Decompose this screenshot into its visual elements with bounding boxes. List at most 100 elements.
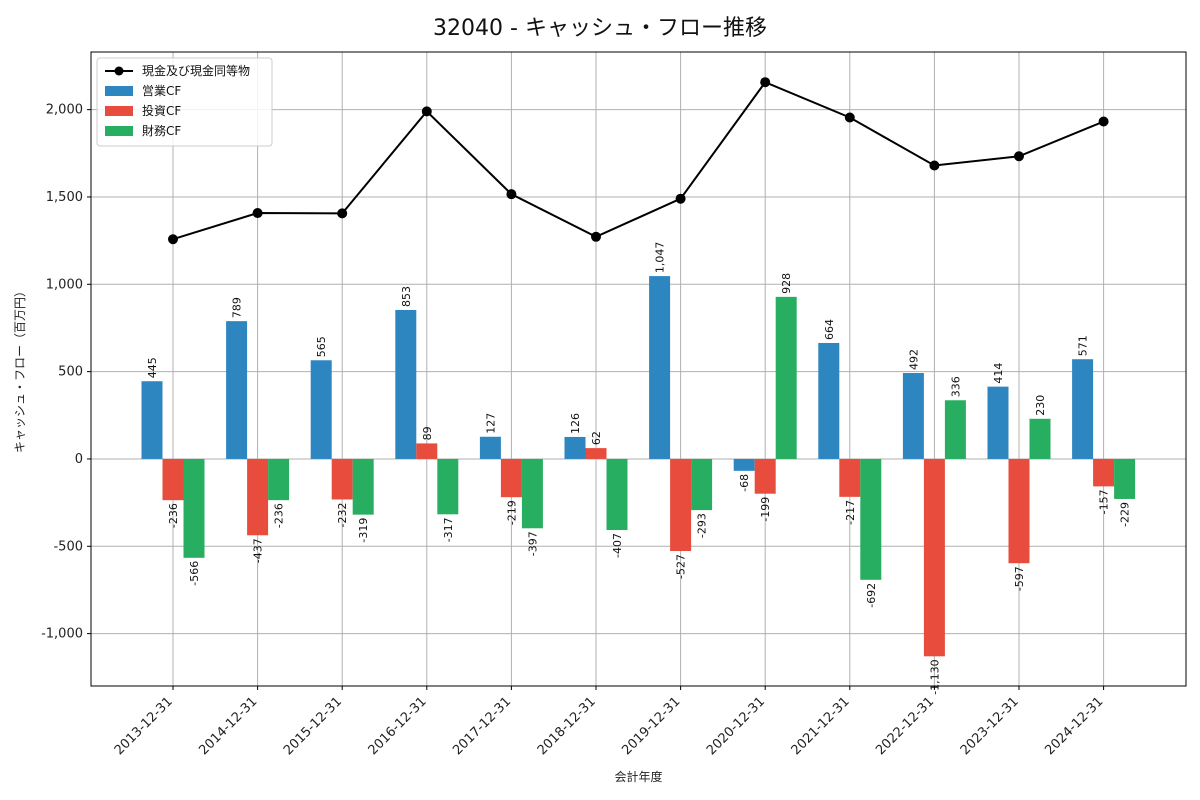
x-tick-label: 2017-12-31: [450, 694, 514, 758]
bar-value-label: 565: [315, 336, 328, 357]
x-tick-label: 2018-12-31: [535, 694, 599, 758]
bar-value-label: -199: [759, 497, 772, 522]
cash-point: [591, 231, 601, 242]
cash-point: [337, 208, 348, 219]
cash-point: [506, 189, 517, 200]
bar-value-label: -597: [1013, 566, 1026, 591]
bar-value-label: -317: [442, 517, 455, 542]
bar-value-label: -566: [188, 561, 201, 586]
bar-value-label: 336: [949, 376, 962, 397]
bar-investing: [331, 458, 353, 500]
y-axis: -1,000 -500 0 500 1,000 1,500 2,000: [41, 103, 91, 642]
bar-value-label: -437: [252, 538, 265, 563]
bar-value-label: 89: [421, 426, 434, 440]
bar-value-label: 789: [231, 297, 244, 318]
x-tick-label: 2013-12-31: [112, 694, 176, 758]
cash-point: [844, 112, 855, 123]
y-tick-label: -1,000: [41, 627, 83, 642]
data-labels-group: 445 789 565 853 127 126 1,047 -68 664 492 414 571 -2…: [146, 242, 1132, 695]
x-axis: 2013-12-31 2014-12-31 2015-12-31 2016-12-31…: [112, 686, 1106, 758]
bar-financing: [352, 458, 374, 515]
x-tick-label: 2022-12-31: [873, 694, 937, 758]
bar-value-label: 62: [590, 431, 603, 445]
bar-investing: [923, 458, 945, 657]
bar-investing: [1093, 458, 1115, 487]
bar-financing: [268, 458, 290, 501]
cash-point: [675, 193, 686, 204]
cash-point: [760, 77, 771, 88]
x-tick-label: 2014-12-31: [196, 694, 260, 758]
bar-investing: [670, 458, 692, 551]
bars-group: [141, 276, 1136, 657]
bar-financing: [1114, 458, 1136, 499]
bar-value-label: -229: [1119, 502, 1132, 527]
bar-value-label: -397: [526, 531, 539, 556]
bar-financing: [944, 400, 966, 459]
bar-operating: [649, 276, 671, 459]
bar-value-label: -232: [336, 502, 349, 527]
cash-point: [1014, 151, 1024, 162]
bar-value-label: 664: [823, 319, 836, 340]
legend-marker: [114, 66, 124, 76]
cash-point: [929, 160, 940, 171]
bar-investing: [1008, 458, 1030, 564]
bar-operating: [902, 373, 924, 459]
x-tick-label: 2021-12-31: [789, 694, 853, 758]
y-tick-label: 0: [75, 452, 83, 467]
bar-value-label: 414: [992, 363, 1005, 384]
plot-frame: [90, 51, 1187, 687]
bar-financing: [606, 458, 628, 531]
legend-swatch: [105, 86, 133, 96]
bar-investing: [247, 458, 269, 536]
bar-value-label: -527: [675, 554, 688, 579]
legend-label: 投資CF: [142, 103, 181, 118]
chart-title: 32040 - キャッシュ・フロー推移: [433, 16, 767, 41]
y-tick-label: -500: [53, 539, 83, 554]
bar-value-label: 928: [780, 273, 793, 294]
bar-value-label: -68: [738, 474, 751, 492]
bar-operating: [733, 458, 755, 471]
x-tick-label: 2019-12-31: [619, 694, 683, 758]
legend-swatch: [105, 106, 133, 116]
bar-operating: [479, 436, 501, 459]
legend-swatch: [105, 126, 133, 136]
legend-label: 財務CF: [142, 123, 181, 138]
bar-value-label: -236: [273, 503, 286, 528]
legend-box: [96, 57, 273, 147]
x-tick-label: 2023-12-31: [958, 694, 1022, 758]
bar-value-label: 445: [146, 357, 159, 378]
bar-value-label: 492: [907, 349, 920, 370]
bar-financing: [691, 458, 713, 511]
bar-value-label: -219: [505, 500, 518, 525]
x-tick-label: 2024-12-31: [1042, 694, 1106, 758]
bar-value-label: -217: [844, 500, 857, 525]
bar-value-label: 230: [1034, 395, 1047, 416]
x-tick-label: 2020-12-31: [704, 694, 768, 758]
bar-investing: [416, 443, 438, 459]
y-tick-label: 2,000: [46, 103, 83, 118]
bar-value-label: 1,047: [654, 242, 667, 274]
bar-investing: [585, 448, 607, 459]
bar-value-label: -692: [865, 583, 878, 608]
cash-point: [421, 106, 432, 117]
cash-point: [1098, 116, 1109, 127]
bar-financing: [860, 458, 882, 580]
x-axis-label: 会計年度: [614, 769, 662, 784]
bar-value-label: -319: [357, 518, 370, 543]
bar-operating: [226, 321, 248, 459]
bar-value-label: 126: [569, 413, 582, 434]
bar-investing: [162, 458, 184, 501]
bar-investing: [500, 458, 522, 498]
bar-operating: [310, 360, 332, 459]
y-tick-label: 500: [58, 365, 83, 380]
bar-value-label: -293: [696, 513, 709, 538]
cash-point: [252, 208, 263, 219]
bar-financing: [1029, 418, 1051, 459]
bar-value-label: -236: [167, 503, 180, 528]
x-tick-label: 2015-12-31: [281, 694, 345, 758]
bar-investing: [754, 458, 776, 494]
bar-financing: [437, 458, 459, 515]
cash-line: [172, 80, 1104, 241]
